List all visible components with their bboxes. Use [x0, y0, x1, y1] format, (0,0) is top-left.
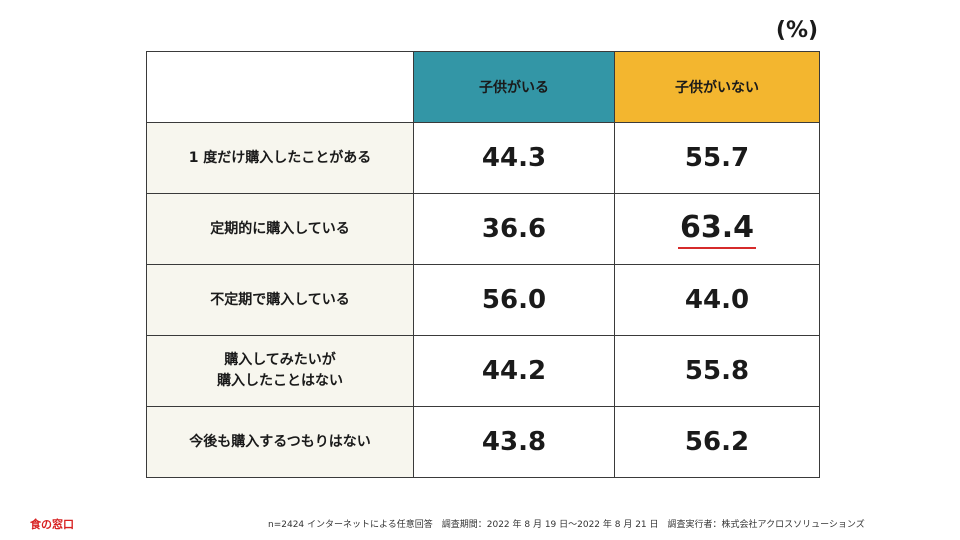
value-cell: 44.3 [413, 122, 615, 194]
value-cell: 44.0 [614, 264, 820, 336]
value-text: 55.7 [684, 143, 750, 173]
value-text: 55.8 [684, 356, 750, 386]
table-row: 今後も購入するつもりはない 43.8 56.2 [146, 406, 820, 478]
column-header-with-children: 子供がいる [413, 51, 615, 123]
value-text: 44.3 [481, 143, 547, 173]
value-cell: 36.6 [413, 193, 615, 265]
corner-cell [146, 51, 414, 123]
value-cell: 44.2 [413, 335, 615, 407]
table-row: 1 度だけ購入したことがある 44.3 55.7 [146, 122, 820, 194]
table-row: 購入してみたいが 購入したことはない 44.2 55.8 [146, 335, 820, 407]
value-text: 43.8 [481, 427, 547, 457]
value-cell: 56.2 [614, 406, 820, 478]
highlighted-value: 63.4 [677, 210, 757, 249]
value-cell: 43.8 [413, 406, 615, 478]
unit-label: (%) [775, 18, 819, 43]
header-row: 子供がいる 子供がいない [146, 51, 820, 123]
value-text: 56.0 [481, 285, 547, 315]
survey-footnote: n=2424 インターネットによる任意回答 調査期間：2022 年 8 月 19… [268, 520, 865, 530]
table-row: 定期的に購入している 36.6 63.4 [146, 193, 820, 265]
brand-logo: 食の窓口 [30, 518, 74, 531]
table-body: 1 度だけ購入したことがある 44.3 55.7 定期的に購入している 36.6 63.4… [146, 122, 820, 478]
row-label: 定期的に購入している [146, 193, 414, 265]
value-text: 44.0 [684, 285, 750, 315]
row-label: 今後も購入するつもりはない [146, 406, 414, 478]
row-label: 購入してみたいが 購入したことはない [146, 335, 414, 407]
row-label: 不定期で購入している [146, 264, 414, 336]
value-cell: 56.0 [413, 264, 615, 336]
value-text: 44.2 [481, 356, 547, 386]
value-cell: 63.4 [614, 193, 820, 265]
row-label: 1 度だけ購入したことがある [146, 122, 414, 194]
value-text: 56.2 [684, 427, 750, 457]
value-cell: 55.7 [614, 122, 820, 194]
results-table: 子供がいる 子供がいない 1 度だけ購入したことがある 44.3 55.7 定期的に購… [146, 51, 820, 478]
table-row: 不定期で購入している 56.0 44.0 [146, 264, 820, 336]
value-cell: 55.8 [614, 335, 820, 407]
column-header-without-children: 子供がいない [614, 51, 820, 123]
value-text: 36.6 [481, 214, 547, 244]
